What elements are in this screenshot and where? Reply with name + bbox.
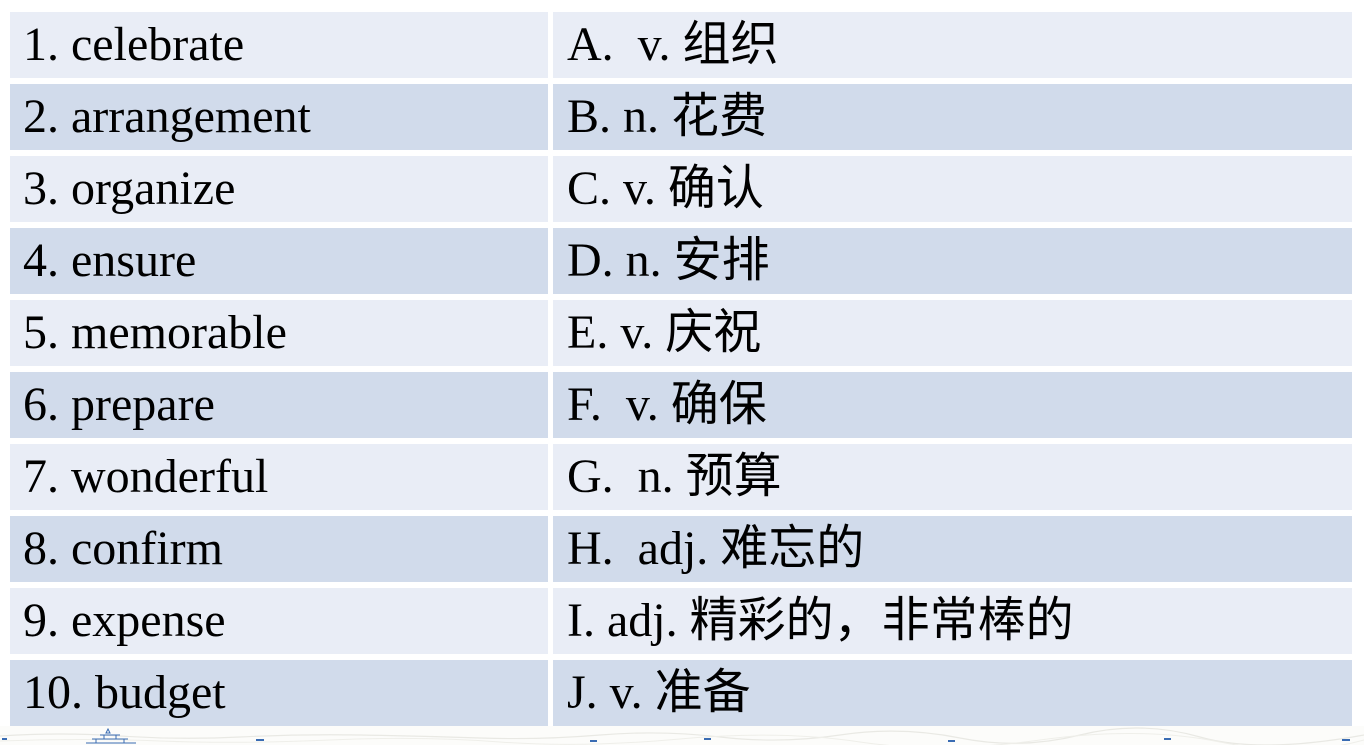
vocab-matching-table: 1. celebrate A. v. 组织 2. arrangement B. … (10, 12, 1352, 726)
table-row: 8. confirm H. adj. 难忘的 (10, 516, 1352, 582)
chinese-definition-cell: E. v. 庆祝 (553, 300, 1352, 366)
chinese-definition-cell: A. v. 组织 (553, 12, 1352, 78)
background-sketch-icon (0, 727, 1364, 745)
table-row: 7. wonderful G. n. 预算 (10, 444, 1352, 510)
english-term-cell: 3. organize (10, 156, 548, 222)
english-term-cell: 2. arrangement (10, 84, 548, 150)
english-term-cell: 10. budget (10, 660, 548, 726)
english-term-cell: 6. prepare (10, 372, 548, 438)
chinese-definition-cell: G. n. 预算 (553, 444, 1352, 510)
english-term-cell: 8. confirm (10, 516, 548, 582)
table-row: 1. celebrate A. v. 组织 (10, 12, 1352, 78)
table-row: 5. memorable E. v. 庆祝 (10, 300, 1352, 366)
chinese-definition-cell: I. adj. 精彩的，非常棒的 (553, 588, 1352, 654)
chinese-definition-cell: C. v. 确认 (553, 156, 1352, 222)
table-row: 4. ensure D. n. 安排 (10, 228, 1352, 294)
slide-background-decoration (0, 726, 1364, 745)
table-row: 6. prepare F. v. 确保 (10, 372, 1352, 438)
chinese-definition-cell: J. v. 准备 (553, 660, 1352, 726)
english-term-cell: 9. expense (10, 588, 548, 654)
english-term-cell: 7. wonderful (10, 444, 548, 510)
chinese-definition-cell: F. v. 确保 (553, 372, 1352, 438)
chinese-definition-cell: B. n. 花费 (553, 84, 1352, 150)
english-term-cell: 1. celebrate (10, 12, 548, 78)
table-row: 2. arrangement B. n. 花费 (10, 84, 1352, 150)
chinese-definition-cell: H. adj. 难忘的 (553, 516, 1352, 582)
table-row: 3. organize C. v. 确认 (10, 156, 1352, 222)
table-row: 10. budget J. v. 准备 (10, 660, 1352, 726)
chinese-definition-cell: D. n. 安排 (553, 228, 1352, 294)
english-term-cell: 4. ensure (10, 228, 548, 294)
english-term-cell: 5. memorable (10, 300, 548, 366)
table-row: 9. expense I. adj. 精彩的，非常棒的 (10, 588, 1352, 654)
